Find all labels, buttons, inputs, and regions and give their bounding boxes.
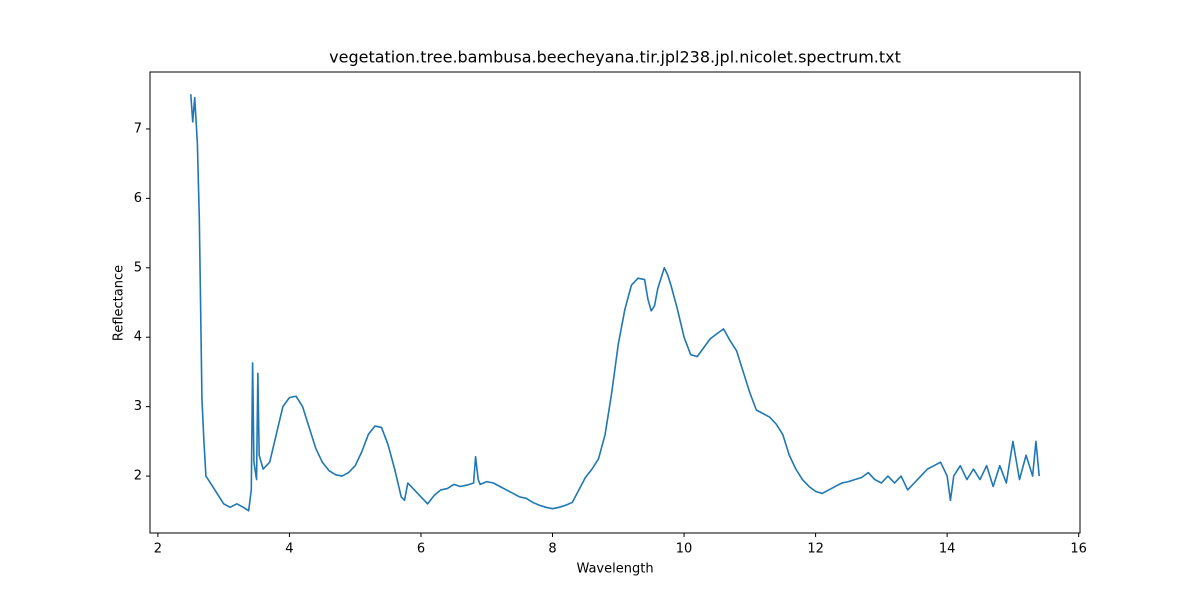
y-tick-label: 3: [134, 399, 142, 414]
y-tick-label: 6: [134, 191, 142, 206]
axes-frame: [149, 71, 1081, 534]
x-tick-label: 4: [285, 542, 293, 557]
spectrum-line: [189, 94, 1041, 512]
x-tick-label: 8: [548, 542, 556, 557]
x-axis-label: Wavelength: [576, 562, 653, 577]
chart-title: vegetation.tree.bambusa.beecheyana.tir.j…: [329, 48, 901, 67]
y-axis-label: Reflectance: [112, 265, 127, 341]
y-tick-label: 2: [134, 469, 142, 484]
x-tick-label: 2: [154, 542, 162, 557]
x-tick-label: 12: [807, 542, 824, 557]
x-tick-label: 16: [1070, 542, 1087, 557]
y-tick-label: 5: [134, 260, 142, 275]
x-tick-label: 14: [939, 542, 956, 557]
x-tick-label: 6: [417, 542, 425, 557]
y-tick-label: 7: [134, 121, 142, 136]
y-tick-label: 4: [134, 330, 142, 345]
x-tick-label: 10: [676, 542, 693, 557]
